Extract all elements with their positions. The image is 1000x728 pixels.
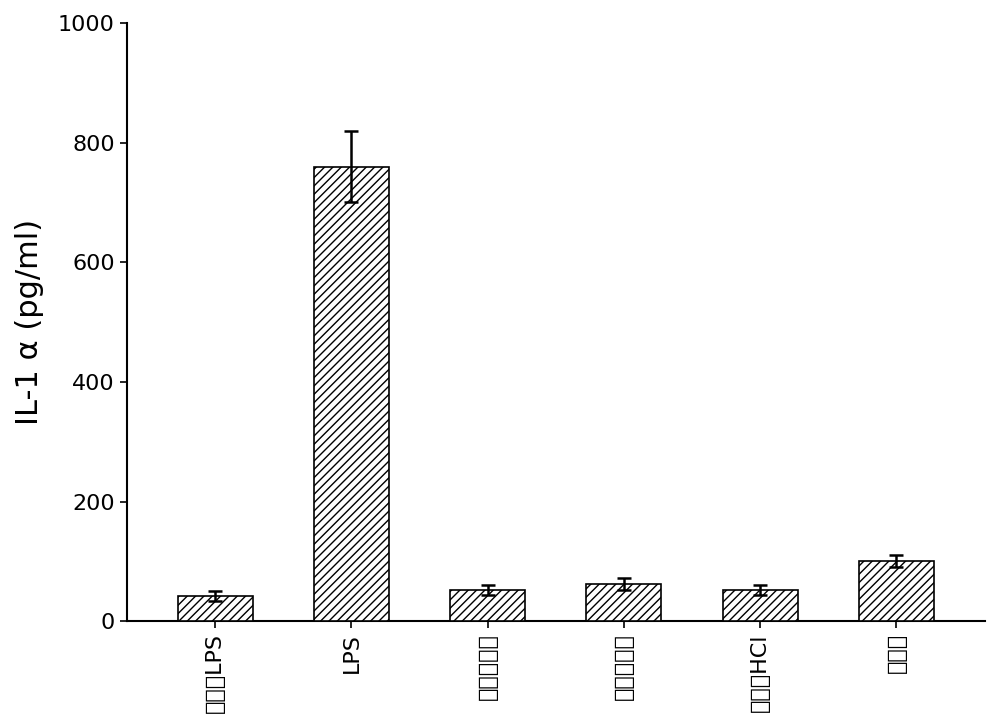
- Y-axis label: IL-1 α (pg/ml): IL-1 α (pg/ml): [15, 219, 44, 425]
- Bar: [450, 590, 525, 621]
- Bar: [178, 596, 253, 621]
- Bar: [314, 167, 389, 621]
- Bar: [723, 590, 798, 621]
- Bar: [586, 584, 661, 621]
- Bar: [859, 561, 934, 621]
